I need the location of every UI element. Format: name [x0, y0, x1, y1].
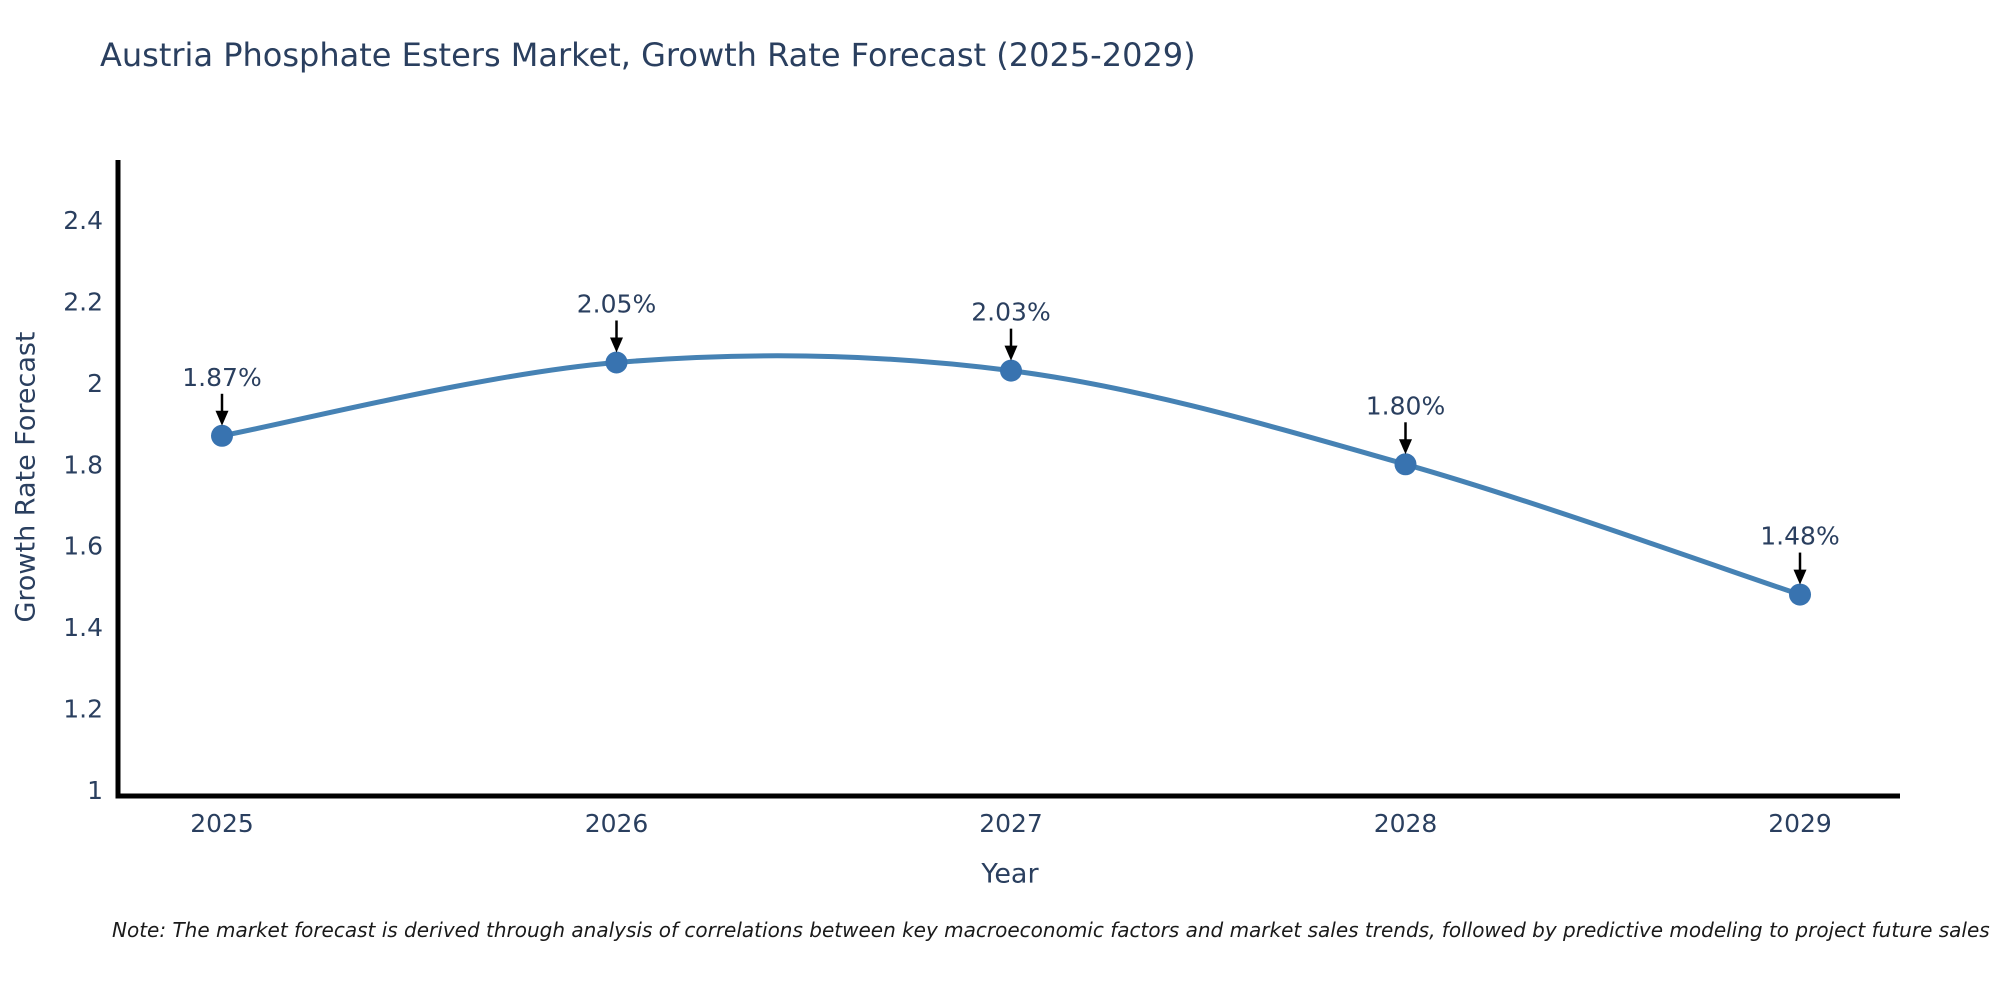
y-tick-label: 2.4 — [63, 206, 103, 235]
x-tick-label: 2029 — [1768, 809, 1832, 838]
point-annotation-label: 2.03% — [971, 298, 1050, 327]
chart-title: Austria Phosphate Esters Market, Growth … — [100, 36, 1196, 74]
x-tick-label: 2026 — [585, 809, 649, 838]
data-point-marker — [1000, 359, 1022, 382]
y-axis-title: Growth Rate Forecast — [10, 331, 42, 623]
annotation-arrowhead — [610, 337, 623, 353]
y-tick-label: 1.4 — [63, 613, 103, 642]
footnote: Note: The market forecast is derived thr… — [112, 918, 1990, 942]
x-tick-label: 2028 — [1374, 809, 1438, 838]
point-annotation-label: 2.05% — [577, 290, 656, 319]
data-point-marker — [1394, 453, 1417, 476]
x-tick-label: 2027 — [979, 809, 1043, 838]
point-annotation-label: 1.48% — [1760, 522, 1839, 551]
y-tick-label: 1 — [87, 776, 103, 805]
data-point-marker — [211, 424, 233, 447]
x-axis-title: Year — [981, 858, 1039, 890]
data-point-marker — [1789, 583, 1811, 606]
trend-line — [219, 353, 1803, 598]
point-annotation-label: 1.87% — [182, 363, 261, 392]
x-tick-label: 2025 — [190, 809, 254, 838]
y-tick-label: 2 — [87, 369, 103, 398]
y-tick-label: 1.2 — [63, 695, 103, 724]
y-tick-label: 1.8 — [63, 450, 103, 479]
y-tick-label: 2.2 — [63, 287, 103, 316]
data-point-marker — [605, 351, 628, 374]
point-annotation-label: 1.80% — [1366, 391, 1445, 420]
annotation-arrowhead — [215, 410, 229, 426]
annotation-arrowhead — [1399, 439, 1412, 455]
annotation-arrowhead — [1793, 569, 1807, 585]
y-tick-label: 1.6 — [63, 532, 103, 561]
annotation-arrowhead — [1004, 345, 1018, 361]
